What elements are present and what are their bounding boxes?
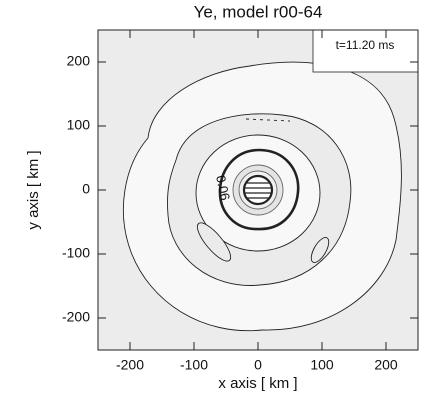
y-axis-label: y axis [ km ]	[25, 150, 42, 229]
x-tick-label: 100	[310, 357, 334, 373]
chart-title: Ye, model r00-64	[194, 2, 323, 21]
y-tick-label: -200	[62, 309, 90, 325]
core	[242, 174, 274, 206]
core-hatch	[245, 182, 271, 199]
x-tick-label: 0	[254, 357, 262, 373]
contours	[122, 61, 402, 332]
x-axis-label: x axis [ km ]	[218, 375, 297, 392]
blob	[310, 237, 330, 263]
y-tick-label: 0	[82, 181, 90, 197]
blob	[196, 222, 232, 262]
x-tick-label: -200	[116, 357, 144, 373]
y-tick-label: 100	[67, 117, 91, 133]
blob-dots	[245, 118, 291, 122]
x-tick-label: 200	[374, 357, 398, 373]
annotation: t=11.20 ms	[336, 38, 395, 52]
x-tick-label: -100	[180, 357, 208, 373]
labeled-contour	[218, 148, 300, 231]
y-tick-label: 200	[67, 53, 91, 69]
y-tick-label: -100	[62, 245, 90, 261]
contour-label: 0.06	[213, 174, 233, 202]
